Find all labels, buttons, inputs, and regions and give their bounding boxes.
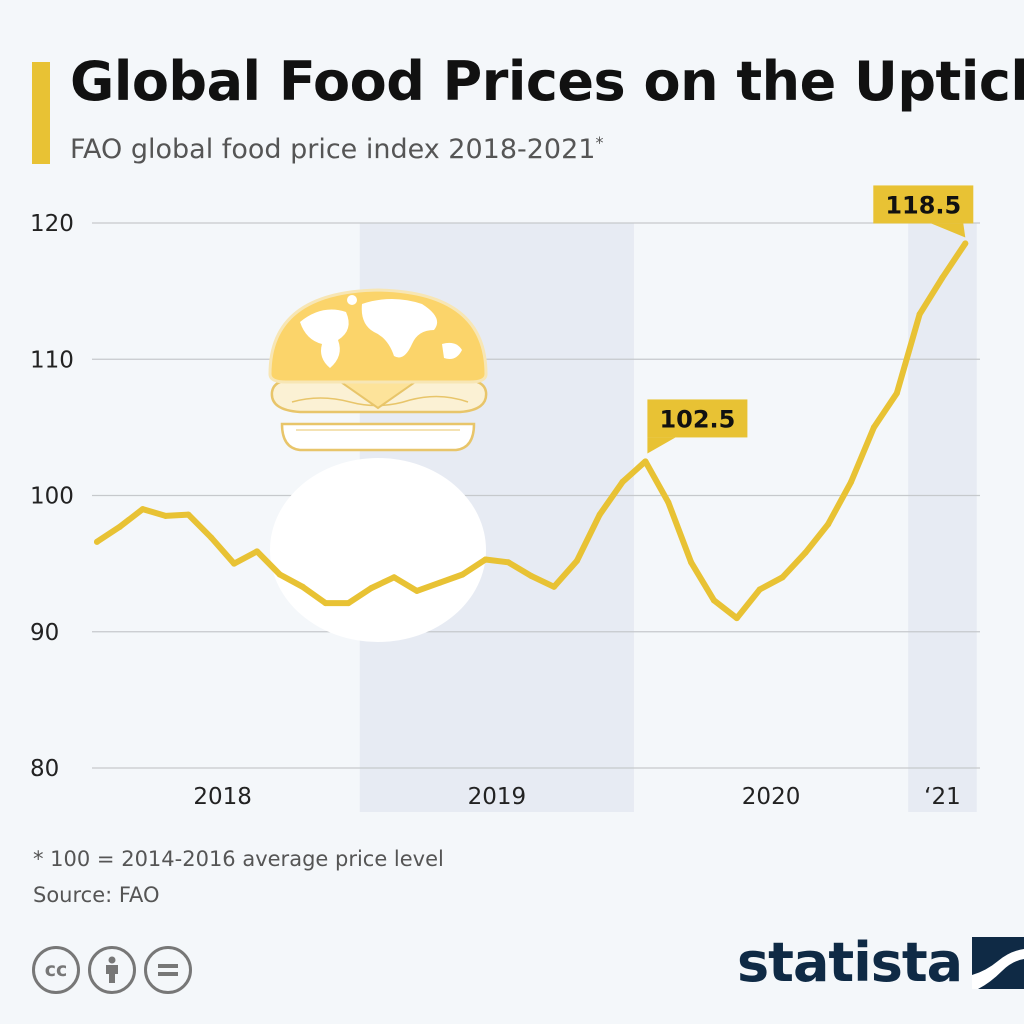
y-tick-90: 90	[30, 620, 59, 646]
y-tick-110: 110	[30, 347, 74, 373]
data-point-2020-09	[825, 521, 832, 528]
data-point-2019-06	[482, 556, 489, 563]
data-point-2018-10	[299, 583, 306, 590]
data-point-2020-08	[802, 549, 809, 556]
data-point-2019-08	[528, 572, 535, 579]
data-point-2021-02	[939, 274, 946, 281]
data-point-2020-04	[710, 597, 717, 604]
line-chart: 80 90 100 110 120 2018 2019 2020 ‘21 102.5 118.5	[30, 185, 980, 812]
data-point-2018-01	[94, 538, 100, 545]
data-point-2020-06	[756, 586, 763, 593]
data-point-2020-07	[779, 574, 786, 581]
data-point-2018-12	[345, 600, 352, 607]
data-point-2018-03	[139, 506, 146, 513]
data-point-2019-10	[573, 557, 580, 564]
statista-logo[interactable]: statista	[737, 933, 1024, 993]
creative-commons-icon[interactable]: cc	[32, 946, 80, 994]
data-point-2020-01	[642, 458, 649, 465]
callout-tail	[931, 223, 966, 238]
callout-box	[873, 185, 974, 224]
data-point-2019-04	[436, 579, 443, 586]
data-point-2020-03	[688, 559, 695, 566]
data-point-2018-11	[322, 600, 329, 607]
callout-label: 118.5	[885, 191, 961, 219]
callout-box	[647, 399, 748, 438]
callout-102.5: 102.5	[647, 399, 748, 454]
y-axis-tick-labels: 80 90 100 110 120	[30, 211, 74, 782]
data-point-2020-10	[848, 478, 855, 485]
statista-logo-icon	[972, 937, 1024, 989]
data-point-2019-07	[505, 559, 512, 566]
burger-globe-illustration	[268, 288, 488, 642]
data-point-2018-08	[253, 548, 260, 555]
data-point-2018-04	[162, 512, 169, 519]
footnote: * 100 = 2014-2016 average price level	[33, 847, 444, 871]
gridlines	[92, 222, 980, 769]
license-icons: cc	[32, 946, 192, 994]
data-point-2018-02	[116, 523, 123, 530]
chart-subtitle: FAO global food price index 2018-2021*	[70, 133, 603, 165]
data-point-2019-02	[391, 574, 398, 581]
data-point-2019-12	[619, 478, 626, 485]
data-point-2018-06	[208, 534, 215, 541]
title-accent-bar	[32, 62, 50, 164]
subtitle-footnote-mark: *	[595, 133, 604, 152]
data-point-2019-05	[459, 571, 466, 578]
data-point-2020-11	[870, 424, 877, 431]
brand-wordmark: statista	[737, 931, 963, 994]
data-point-2021-03	[962, 240, 969, 247]
x-label-‘21: ‘21	[924, 784, 961, 810]
data-point-2019-09	[551, 583, 557, 590]
data-point-2019-03	[413, 587, 420, 594]
data-point-2018-05	[185, 511, 192, 518]
source-note: Source: FAO	[33, 883, 160, 907]
callout-label: 102.5	[659, 405, 735, 433]
x-axis-year-labels: 2018 2019 2020 ‘21	[193, 784, 960, 810]
no-derivatives-icon[interactable]	[144, 946, 192, 994]
x-label-2019: 2019	[468, 784, 527, 810]
data-point-2019-11	[596, 511, 603, 518]
data-point-2018-07	[231, 560, 238, 567]
data-point-2021-01	[916, 311, 923, 318]
callout-118.5: 118.5	[873, 185, 974, 238]
chart-title: Global Food Prices on the Uptick	[70, 50, 1024, 113]
attribution-icon[interactable]	[88, 946, 136, 994]
x-label-2020: 2020	[742, 784, 801, 810]
subtitle-text: FAO global food price index 2018-2021	[70, 134, 596, 165]
value-callouts: 102.5 118.5	[647, 185, 974, 454]
y-tick-120: 120	[30, 211, 74, 237]
x-label-2018: 2018	[193, 784, 252, 810]
data-point-2018-09	[276, 571, 283, 578]
callout-tail	[647, 437, 676, 454]
data-point-2020-02	[665, 499, 672, 506]
data-point-2020-12	[893, 390, 900, 397]
data-point-2020-05	[733, 615, 740, 622]
data-point-2019-01	[368, 585, 375, 592]
series-food-price-index	[94, 240, 969, 622]
y-tick-80: 80	[30, 756, 59, 782]
y-tick-100: 100	[30, 484, 74, 510]
